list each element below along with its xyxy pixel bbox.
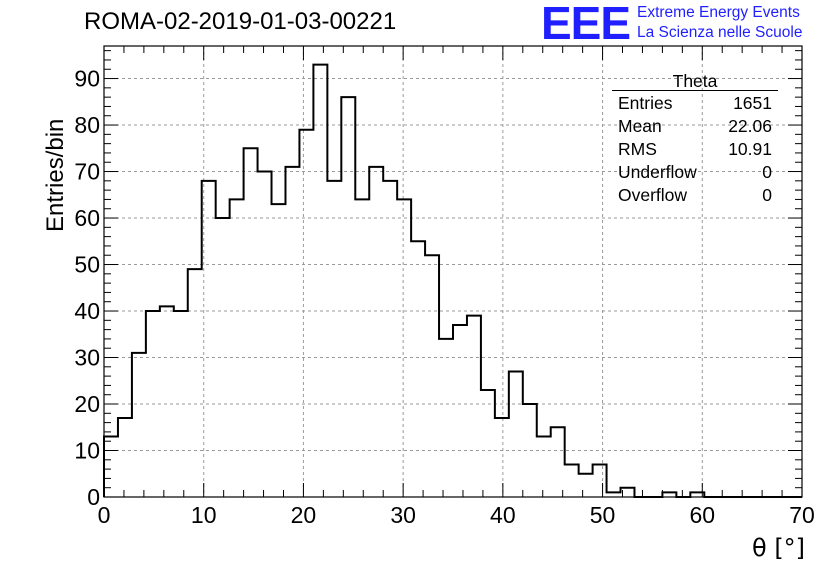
histogram-bin — [160, 306, 174, 497]
x-tick-label: 20 — [291, 502, 317, 528]
stats-label: Mean — [618, 116, 662, 136]
plot-frame — [103, 45, 803, 498]
histogram-bin — [397, 199, 411, 497]
stats-row-mean: Mean 22.06 — [612, 115, 778, 138]
histogram-bin — [313, 65, 327, 497]
stats-title: Theta — [612, 72, 778, 91]
histogram-bin — [467, 316, 481, 497]
histogram-bin — [174, 311, 188, 497]
axis-ticks — [103, 46, 803, 498]
chart-title: ROMA-02-2019-01-03-00221 — [84, 8, 397, 35]
axis-tick-labels: 0 10 20 30 40 50 60 70 0 10 20 30 40 50 60 70 80 90 — [74, 66, 814, 528]
y-axis-label-wrap: Entries/bin — [6, 112, 69, 232]
logo-caption-line2: La Scienza nelle Scuole — [637, 24, 803, 41]
y-tick-label: 30 — [74, 345, 100, 371]
x-axis-label: θ [°] — [752, 534, 806, 562]
histogram-bin — [481, 390, 495, 497]
histogram-bin — [439, 339, 453, 497]
histogram-bin — [579, 474, 593, 497]
histogram-bin — [341, 97, 355, 497]
histogram-bin — [118, 418, 132, 497]
histogram-bin — [383, 181, 397, 497]
histogram-bin — [188, 269, 202, 497]
histogram-bin — [355, 199, 369, 497]
logo-caption-line1: Extreme Energy Events — [637, 4, 800, 21]
x-tick-label: 0 — [98, 502, 111, 528]
histogram-bin — [258, 172, 272, 497]
y-tick-label: 80 — [74, 112, 100, 138]
histogram-bin — [244, 148, 258, 497]
y-tick-label: 0 — [87, 484, 100, 510]
stats-value: 10.91 — [728, 139, 772, 159]
histogram-bin — [453, 325, 467, 497]
logo-caption: Extreme Energy Events La Scienza nelle S… — [637, 3, 802, 43]
x-tick-label: 70 — [789, 502, 815, 528]
x-tick-label: 10 — [191, 502, 217, 528]
stats-row-overflow: Overflow 0 — [612, 184, 778, 207]
histogram-bin — [425, 255, 439, 497]
y-axis-label: Entries/bin — [42, 118, 69, 232]
histogram-outline — [103, 63, 802, 498]
histogram-bin — [299, 130, 313, 497]
histogram-bin — [132, 353, 146, 497]
stats-row-entries: Entries 1651 — [612, 92, 778, 115]
grid-lines — [104, 46, 802, 497]
histogram-bin — [216, 218, 230, 497]
histogram-bin — [565, 464, 579, 497]
y-tick-label: 50 — [74, 252, 100, 278]
histogram-bin — [551, 427, 565, 497]
histogram-bin — [285, 167, 299, 497]
y-tick-label: 70 — [74, 159, 100, 185]
x-tick-label: 60 — [689, 502, 715, 528]
histogram-bin — [411, 241, 425, 497]
stats-row-underflow: Underflow 0 — [612, 161, 778, 184]
stats-label: Overflow — [618, 185, 688, 205]
stats-label: Underflow — [618, 162, 697, 182]
stats-value: 1651 — [733, 93, 772, 113]
x-tick-label: 30 — [390, 502, 416, 528]
stats-label: RMS — [618, 139, 657, 159]
y-tick-label: 20 — [74, 391, 100, 417]
plot-border — [103, 45, 803, 498]
y-tick-label: 10 — [74, 438, 100, 464]
histogram-bin — [495, 418, 509, 497]
stats-value: 22.06 — [728, 116, 772, 136]
stats-label: Entries — [618, 93, 673, 113]
stats-box: Theta Entries 1651 Mean 22.06 RMS 10.91 … — [612, 72, 778, 207]
stats-value: 0 — [762, 185, 772, 205]
stats-value: 0 — [762, 162, 772, 182]
histogram-bin — [272, 204, 286, 497]
y-tick-label: 90 — [74, 66, 100, 92]
histogram-bin — [230, 199, 244, 497]
histogram-bin — [369, 167, 383, 497]
x-tick-label: 50 — [590, 502, 616, 528]
y-tick-label: 60 — [74, 205, 100, 231]
histogram-bin — [509, 371, 523, 497]
histogram-bin — [537, 437, 551, 497]
x-tick-label: 40 — [490, 502, 516, 528]
eee-logo: EEE — [541, 0, 631, 49]
y-tick-label: 40 — [74, 298, 100, 324]
histogram-bin — [593, 464, 607, 497]
stats-row-rms: RMS 10.91 — [612, 138, 778, 161]
histogram-bin — [327, 181, 341, 497]
histogram-bins — [103, 63, 802, 498]
